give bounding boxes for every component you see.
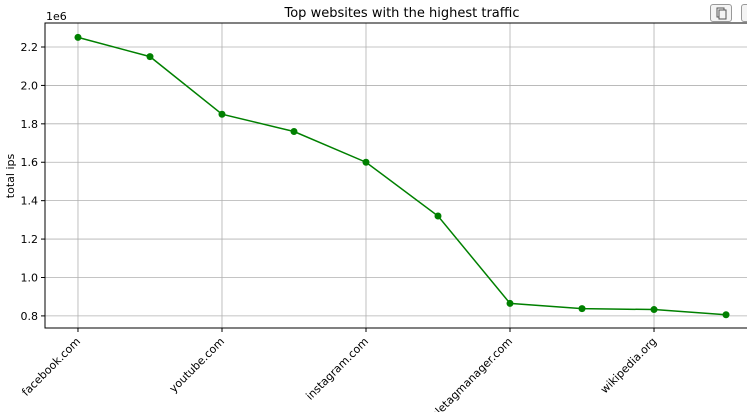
y-tick-label: 2.0 bbox=[21, 79, 39, 92]
y-axis-label: total ips bbox=[4, 154, 17, 199]
menu-button[interactable] bbox=[741, 4, 747, 22]
marker bbox=[506, 299, 514, 307]
marker bbox=[74, 33, 82, 41]
plot-frame bbox=[44, 22, 747, 329]
marker bbox=[290, 128, 298, 136]
x-tick-label: googletagmanager.com bbox=[414, 335, 516, 412]
x-tick-label: youtube.com bbox=[167, 335, 227, 395]
marker bbox=[362, 158, 370, 166]
marker bbox=[722, 311, 730, 319]
y-tick-label: 1.6 bbox=[21, 156, 39, 169]
y-tick-label: 1.0 bbox=[21, 271, 39, 284]
y-tick-label: 2.2 bbox=[21, 41, 39, 54]
x-tick-label: instagram.com bbox=[303, 335, 371, 403]
y-offset-label: 1e6 bbox=[46, 10, 67, 23]
y-tick-label: 1.8 bbox=[21, 118, 39, 131]
x-tick-label: facebook.com bbox=[19, 335, 83, 399]
marker bbox=[218, 110, 226, 118]
marker bbox=[146, 53, 154, 61]
y-tick-label: 0.8 bbox=[21, 310, 39, 323]
x-tick-label: wikipedia.org bbox=[598, 335, 659, 396]
y-tick-label: 1.2 bbox=[21, 233, 39, 246]
y-tick-label: 1.4 bbox=[21, 195, 39, 208]
marker bbox=[650, 306, 658, 314]
chart-title: Top websites with the highest traffic bbox=[284, 6, 520, 21]
line bbox=[77, 36, 727, 316]
marker bbox=[578, 305, 586, 313]
copy-button[interactable] bbox=[710, 4, 732, 22]
copy-icon bbox=[716, 7, 727, 20]
marker bbox=[434, 212, 442, 220]
